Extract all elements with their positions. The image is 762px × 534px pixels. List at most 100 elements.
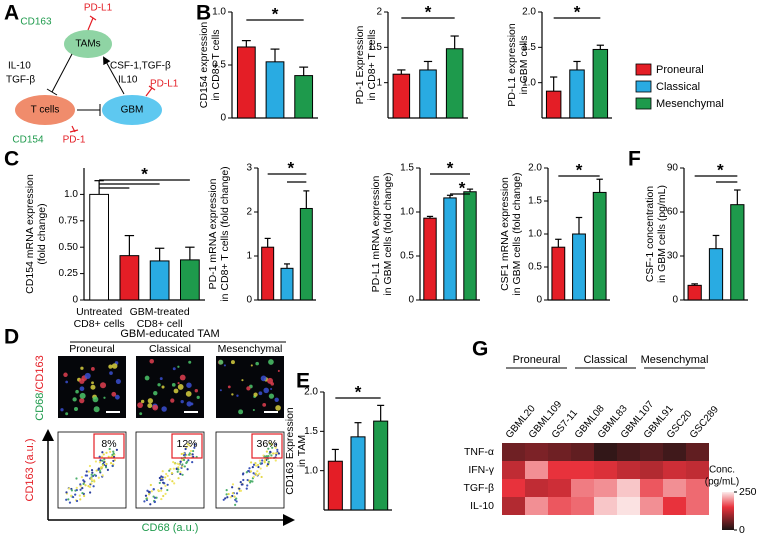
scatter-cloud [82, 482, 85, 485]
scatter-cloud [81, 491, 84, 495]
scatter-cloud [225, 489, 228, 492]
micrograph-cell [93, 406, 100, 413]
micrograph-cell [262, 402, 267, 407]
scatter-cloud [192, 449, 195, 453]
scatter-cloud [267, 460, 270, 463]
scatter-cloud [160, 487, 163, 490]
bar [299, 207, 313, 301]
micrograph-cell [140, 399, 145, 404]
scatter-cloud [79, 498, 82, 501]
y-axis-label: PD-L1 expression [506, 23, 518, 107]
y-tick-label: 0 [408, 295, 414, 306]
scatter-cloud [263, 459, 267, 462]
scatter-cloud [256, 463, 260, 467]
heatmap-cell [525, 479, 548, 497]
scatter-cloud [88, 464, 92, 468]
inhibition-arrow [51, 53, 73, 93]
node-label: TAMs [75, 39, 100, 50]
scatter-cloud [274, 452, 277, 455]
marker-label: CD154 [12, 135, 44, 146]
micrograph-cell [63, 372, 68, 378]
scatter-cloud [159, 479, 162, 482]
micrograph-cell [170, 398, 175, 403]
scatter-cloud [168, 478, 171, 481]
column-label: GSC289 [688, 404, 721, 441]
y-axis-label: in CD8+ T cells (fold change) [219, 166, 231, 301]
micrograph-cell [238, 409, 244, 415]
gate [251, 433, 283, 459]
scatter-cloud [155, 496, 158, 499]
scatter-cloud [100, 466, 103, 469]
category-label: GBM-treated [130, 306, 190, 318]
micrograph-cell [65, 412, 69, 416]
scatter-cloud [276, 448, 279, 451]
scatter-cloud [111, 464, 114, 468]
column-label: Mesenchymal [218, 343, 283, 355]
y-tick-label: 1.0 [304, 465, 318, 476]
gate-percent: 12% [176, 438, 197, 450]
scatter-cloud [177, 477, 180, 480]
bar [551, 246, 566, 301]
y-tick-label: 0.5 [212, 60, 226, 71]
scatter-cloud [246, 478, 249, 482]
scatter-cloud [67, 498, 70, 501]
scatter-cloud [187, 459, 190, 462]
panel-letter: D [4, 326, 19, 349]
scatter-cloud [85, 470, 88, 473]
heatmap-cell [663, 479, 686, 497]
panel-title: GBM-educated TAM [120, 328, 219, 340]
scatter-cloud [176, 470, 179, 473]
micrograph-cell [219, 389, 222, 392]
y-tick-label: 30 [667, 251, 679, 262]
micrograph-cell [177, 384, 184, 390]
micrograph-cell [185, 390, 192, 397]
y-tick-label: 0.5 [400, 251, 414, 262]
y-axis-label: PD-1 Expression [354, 25, 366, 104]
significance-star: * [272, 4, 279, 23]
scatter-cloud [274, 443, 278, 446]
scatter-cloud [75, 499, 79, 503]
micrograph-cell [250, 364, 253, 367]
y-axis-label: in GBM cells [518, 36, 530, 95]
scatter-cloud [248, 467, 251, 470]
y-axis-label: in GBM cells (pg/mL) [656, 185, 668, 283]
y-axis-label: CD154 mRNA expression [24, 174, 36, 294]
micrograph-cell [90, 384, 96, 390]
scatter-cloud [172, 460, 175, 464]
micrograph-cell [255, 361, 259, 366]
y-axis-label: CSF1 mRNA expression [499, 177, 511, 291]
row-label: IL-10 [470, 500, 494, 512]
scatter-cloud [233, 495, 236, 498]
scatter-cloud [267, 447, 270, 450]
bar [569, 69, 585, 119]
scatter-cloud [101, 464, 105, 467]
scatter-cloud [93, 473, 96, 476]
scatter-cloud [83, 494, 86, 498]
scatter-cloud [177, 466, 180, 469]
scatter-cloud [103, 458, 106, 461]
receptor-icon [145, 85, 156, 97]
bar [392, 73, 411, 119]
scatter-cloud [235, 497, 238, 500]
micrograph-cell [263, 387, 269, 394]
significance-star: * [425, 2, 432, 21]
micrograph-cell [196, 395, 200, 399]
micrograph-cell [172, 367, 176, 371]
micrograph-cell [258, 391, 263, 396]
y-tick-label: 0 [536, 295, 542, 306]
y-axis-label: in GBM cells (fold change) [511, 172, 523, 295]
y-tick-label: 2.0 [528, 163, 542, 174]
significance-star: * [288, 158, 295, 177]
cytokine-label: IL-10 [8, 61, 31, 72]
heatmap-cell [548, 497, 571, 515]
micrograph-cell [147, 403, 153, 409]
tams-node [64, 30, 112, 58]
bar [463, 191, 477, 301]
y-tick-label: 90 [667, 163, 679, 174]
scatter-cloud [270, 443, 273, 446]
scatter-cloud [90, 477, 93, 480]
scatter-cloud [164, 476, 167, 479]
channel-label-part: /CD163 [34, 355, 46, 392]
micrograph-cell [227, 385, 231, 389]
scatter-cloud [186, 443, 189, 446]
